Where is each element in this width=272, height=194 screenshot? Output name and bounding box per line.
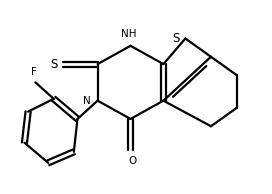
Text: S: S: [50, 58, 57, 71]
Text: O: O: [128, 156, 137, 165]
Text: S: S: [172, 32, 180, 45]
Text: N: N: [83, 96, 91, 106]
Text: F: F: [31, 67, 36, 77]
Text: NH: NH: [121, 29, 137, 39]
